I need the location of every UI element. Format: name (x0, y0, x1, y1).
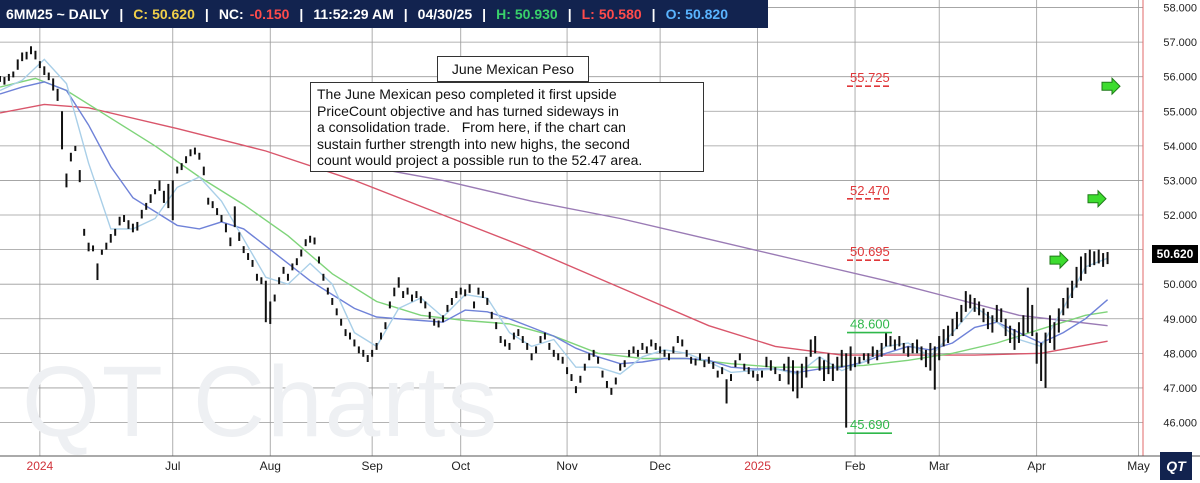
target-label: 48.600 (850, 317, 890, 332)
time-value: 11:52:29 AM (313, 6, 394, 22)
x-tick-label: May (1127, 459, 1150, 473)
y-tick-label: 52.000 (1163, 210, 1197, 222)
annotation-line: The June Mexican peso completed it first… (317, 86, 617, 102)
y-tick-label: 57.000 (1163, 37, 1197, 49)
x-tick-label: Dec (649, 459, 670, 473)
y-tick-label: 56.000 (1163, 72, 1197, 84)
header-divider: | (567, 6, 572, 22)
target-arrow-icon (1101, 77, 1121, 96)
y-tick-label: 50.000 (1163, 279, 1197, 291)
annotation-title: June Mexican Peso (437, 56, 589, 82)
qt-logo[interactable]: QT (1160, 452, 1192, 480)
target-label: 50.695 (850, 244, 890, 259)
price-bars (0, 46, 1109, 428)
moving-average-line (0, 58, 1108, 375)
open-label: O: (665, 6, 682, 22)
close-value: 50.620 (152, 6, 195, 22)
nc-value: -0.150 (249, 6, 290, 22)
y-tick-label: 48.000 (1163, 348, 1197, 360)
target-label: 52.470 (850, 183, 890, 198)
last-price-tag: 50.620 (1152, 245, 1198, 263)
annotation-box: The June Mexican peso completed it first… (310, 82, 704, 172)
x-tick-label: Aug (260, 459, 281, 473)
y-tick-label: 47.000 (1163, 383, 1197, 395)
date-value: 04/30/25 (417, 6, 473, 22)
x-tick-label: Mar (929, 459, 950, 473)
chart-header: 6MM25 ~ DAILY | C: 50.620 | NC: -0.150 |… (0, 0, 768, 28)
high-value: 50.930 (514, 6, 558, 22)
header-divider: | (299, 6, 304, 22)
x-tick-label: Sep (361, 459, 383, 473)
symbol-label: 6MM25 ~ DAILY (6, 6, 110, 22)
x-tick-label: 2025 (744, 459, 771, 473)
low-label: L: (581, 6, 595, 22)
y-tick-label: 49.000 (1163, 314, 1197, 326)
y-tick-label: 58.000 (1163, 3, 1197, 15)
header-divider: | (403, 6, 408, 22)
moving-average-line (0, 81, 1109, 374)
target-label: 45.690 (850, 417, 890, 432)
x-tick-label: Apr (1027, 459, 1046, 473)
x-tick-label: 2024 (27, 459, 54, 473)
x-tick-label: Oct (451, 459, 470, 473)
price-targets: 55.725 52.470 50.695 48.600 45.690 (847, 70, 1121, 435)
y-tick-label: 53.000 (1163, 175, 1197, 187)
annotation-line: count would project a possible run to th… (317, 152, 643, 169)
header-divider: | (651, 6, 656, 22)
y-tick-label: 55.000 (1163, 106, 1197, 118)
high-label: H: (496, 6, 511, 22)
annotation-line: sustain further strength into new highs,… (317, 135, 630, 152)
x-tick-label: Jul (165, 459, 180, 473)
low-value: 50.580 (598, 6, 642, 22)
target-arrow-icon (1049, 250, 1069, 270)
y-tick-label: 54.000 (1163, 141, 1197, 153)
header-divider: | (119, 6, 124, 22)
y-tick-label: 46.000 (1163, 418, 1197, 430)
target-label: 55.725 (850, 70, 890, 85)
open-value: 50.820 (685, 6, 728, 22)
target-arrow-icon (1087, 189, 1107, 208)
header-divider: | (204, 6, 209, 22)
nc-label: NC: (218, 6, 244, 22)
chart-axes: 46.00047.00048.00049.00050.00051.00052.0… (0, 0, 1200, 473)
close-label: C: (133, 6, 149, 22)
moving-average-line (376, 167, 1108, 327)
annotation-line: a consolidation trade. From here, if the… (317, 119, 626, 136)
header-divider: | (482, 6, 487, 22)
x-tick-label: Nov (556, 459, 577, 473)
annotation-line: PriceCount objective and has turned side… (317, 102, 619, 119)
moving-averages (0, 58, 1109, 375)
x-tick-label: Feb (845, 459, 866, 473)
